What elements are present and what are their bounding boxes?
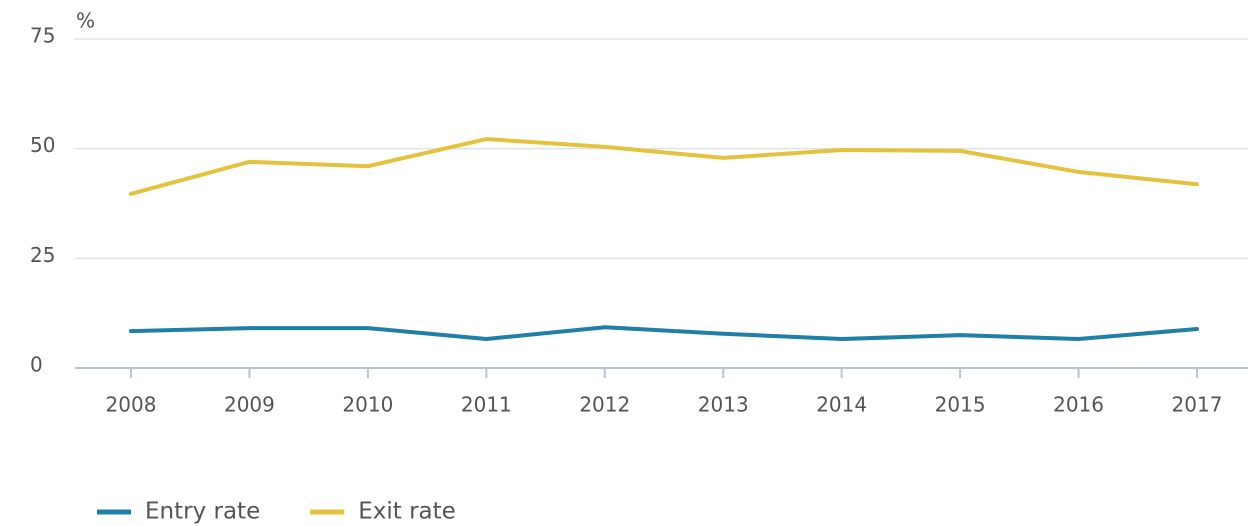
x-tick-label: 2011 <box>461 393 512 417</box>
x-tick-label: 2012 <box>579 393 630 417</box>
y-tick-label: 25 <box>30 243 55 267</box>
line <box>129 137 1199 196</box>
y-axis-label: % <box>76 9 95 33</box>
x-tick-label: 2013 <box>698 393 749 417</box>
y-tick-label: 75 <box>30 24 55 48</box>
legend-label: Exit rate <box>358 499 456 525</box>
line <box>129 325 1199 342</box>
x-tick-label: 2014 <box>816 393 867 417</box>
legend-label: Entry rate <box>145 499 260 525</box>
y-tick-label: 50 <box>30 133 55 157</box>
y-tick-label: 0 <box>30 353 43 377</box>
x-tick-label: 2016 <box>1053 393 1104 417</box>
x-tick-label: 2017 <box>1172 393 1223 417</box>
x-tick-label: 2010 <box>342 393 393 417</box>
x-tick-label: 2008 <box>106 393 157 417</box>
x-tick-label: 2015 <box>935 393 986 417</box>
x-tick-label: 2009 <box>224 393 275 417</box>
